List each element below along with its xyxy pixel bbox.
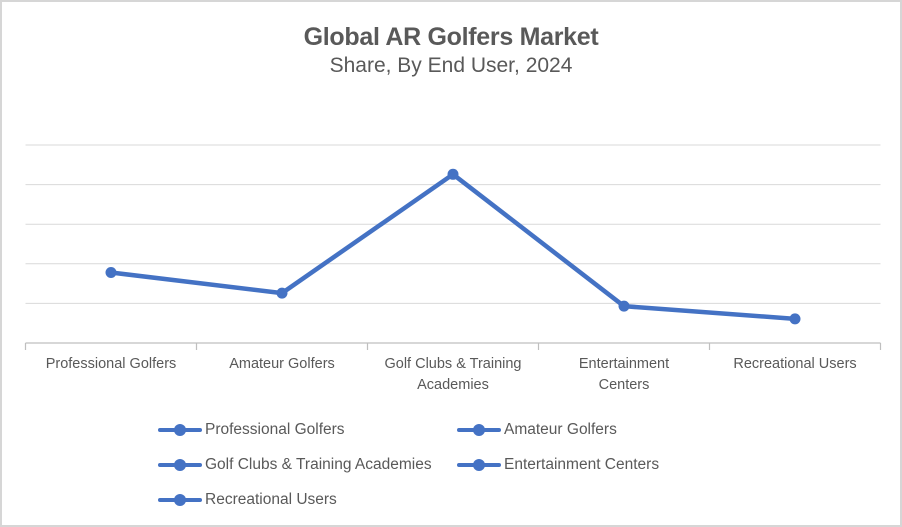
legend-marker-dot: [174, 459, 186, 471]
x-axis-label-recreational-users: Recreational Users: [733, 356, 857, 372]
legend-line-marker-icon: [158, 420, 202, 440]
legend-item-recreational-users: Recreational Users: [158, 490, 337, 510]
x-axis-label-entertainment-centers: Entertainment Centers: [578, 356, 670, 393]
chart-title: Global AR Golfers Market: [303, 23, 599, 51]
chart-subtitle: Share, By End User, 2024: [329, 54, 573, 77]
legend-marker-dot: [174, 424, 186, 436]
legend-label: Entertainment Centers: [504, 456, 660, 473]
legend-line-marker-icon: [457, 420, 501, 440]
data-point-marker-2: [447, 168, 459, 180]
x-axis-label-professional-golfers: Professional Golfers: [45, 356, 177, 372]
legend-item-golf-clubs-training-academies: Golf Clubs & Training Academies: [158, 455, 432, 475]
legend-label: Professional Golfers: [205, 421, 345, 438]
x-axis-label-amateur-golfers: Amateur Golfers: [229, 356, 335, 372]
data-point-marker-0: [105, 267, 117, 279]
data-point-marker-1: [276, 287, 288, 299]
legend-line-marker-icon: [158, 455, 202, 475]
legend-item-professional-golfers: Professional Golfers: [158, 420, 345, 440]
legend-marker-dot: [473, 459, 485, 471]
legend-item-entertainment-centers: Entertainment Centers: [457, 455, 659, 475]
legend-line-marker-icon: [457, 455, 501, 475]
legend-item-amateur-golfers: Amateur Golfers: [457, 420, 617, 440]
legend-label: Golf Clubs & Training Academies: [205, 456, 432, 473]
x-axis-label-golf-clubs-training-academies: Golf Clubs & Training Academies: [384, 356, 522, 393]
data-point-marker-4: [789, 313, 801, 325]
legend-marker-dot: [174, 494, 186, 506]
legend-label: Amateur Golfers: [504, 421, 617, 438]
legend-label: Recreational Users: [205, 491, 337, 508]
data-point-marker-3: [618, 300, 630, 312]
legend-marker-dot: [473, 424, 485, 436]
legend-line-marker-icon: [158, 490, 202, 510]
